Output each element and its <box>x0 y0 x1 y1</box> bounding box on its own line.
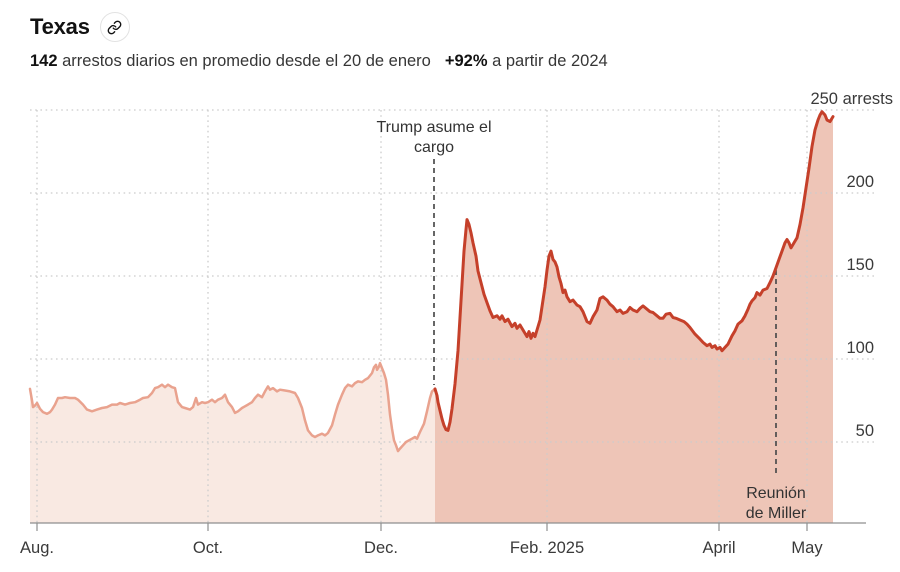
chart-header: Texas <box>30 12 130 42</box>
annotation-text-trump: cargo <box>414 139 454 156</box>
series-line-pre <box>28 361 437 453</box>
link-icon <box>107 20 122 35</box>
y-axis-label: 250 arrests <box>810 90 893 108</box>
y-axis-label: 150 <box>846 256 874 274</box>
pct-text: a partir de 2024 <box>487 52 608 70</box>
annotation-text-miller: Reunión <box>746 485 806 502</box>
x-axis-label: Oct. <box>193 539 223 557</box>
y-axis-label: 50 <box>856 422 874 440</box>
series-area-post <box>435 111 833 523</box>
x-axis-label: Dec. <box>364 539 398 557</box>
pct-value: +92% <box>444 52 488 70</box>
link-button[interactable] <box>99 12 130 42</box>
series-area-pre <box>30 363 435 523</box>
stat-text: arrestos diarios en promedio desde el 20… <box>57 52 431 70</box>
annotation-text-trump: Trump asume el <box>377 119 492 136</box>
chart-subtitle: 142 arrestos diarios en promedio desde e… <box>30 52 608 71</box>
page-title: Texas <box>30 14 90 39</box>
series-line-post <box>433 110 835 432</box>
y-axis-label: 200 <box>846 173 874 191</box>
x-axis-label: May <box>791 539 823 557</box>
annotation-text-miller: de Miller <box>746 505 807 522</box>
x-axis-label: Feb. 2025 <box>510 539 584 557</box>
y-axis-label: 100 <box>846 339 874 357</box>
x-axis-label: April <box>702 539 735 557</box>
stat-value: 142 <box>30 52 58 70</box>
x-axis-label: Aug. <box>20 539 54 557</box>
